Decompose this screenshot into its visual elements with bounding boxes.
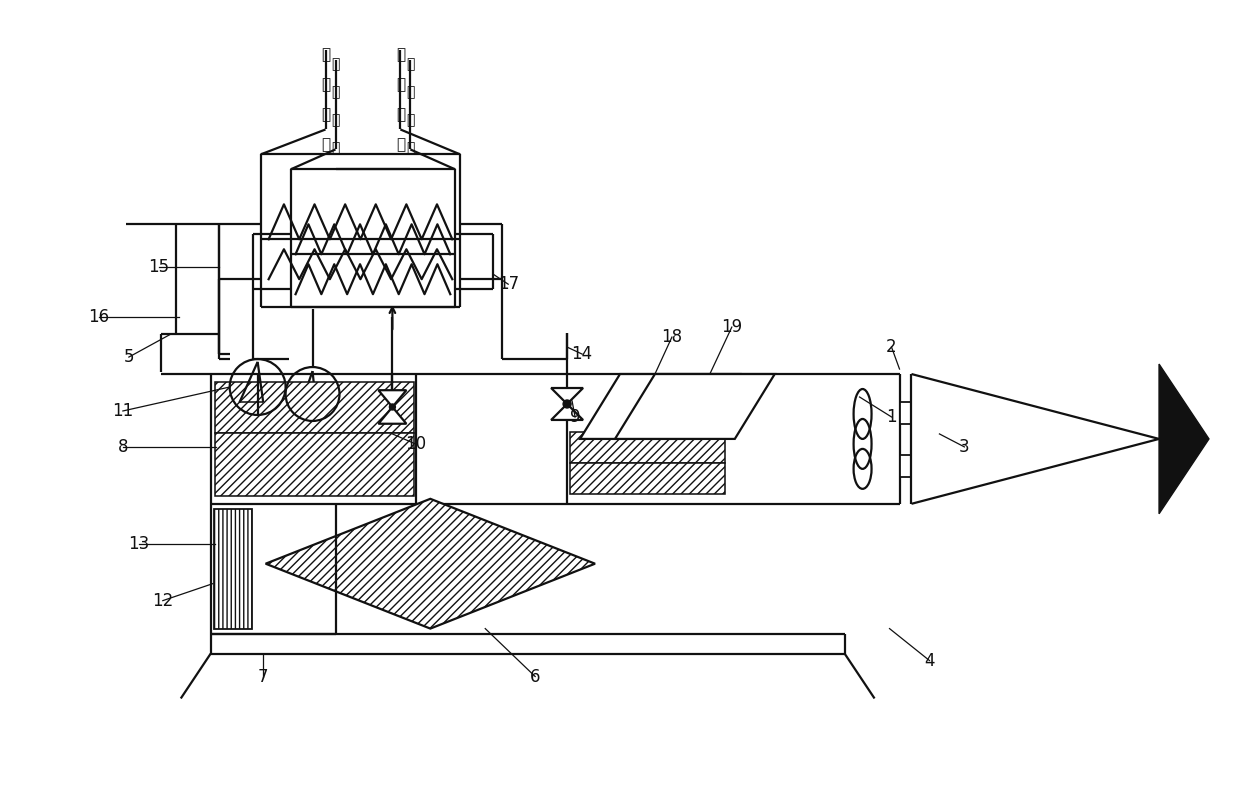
Text: 11: 11 — [113, 402, 134, 420]
Text: 8: 8 — [118, 438, 128, 456]
Text: 5: 5 — [124, 348, 134, 366]
Text: 15: 15 — [149, 258, 170, 276]
Bar — [899, 402, 911, 424]
Text: 9: 9 — [570, 408, 580, 426]
Text: 19: 19 — [722, 318, 743, 336]
Circle shape — [389, 404, 396, 410]
Text: 热: 热 — [407, 58, 414, 72]
Text: 13: 13 — [128, 535, 150, 553]
Polygon shape — [265, 499, 595, 629]
Bar — [215, 382, 414, 433]
Text: 16: 16 — [88, 308, 109, 326]
Text: 口: 口 — [396, 137, 405, 152]
Text: 12: 12 — [153, 592, 174, 610]
Text: 3: 3 — [959, 438, 970, 456]
Text: 水: 水 — [321, 77, 330, 92]
Text: 18: 18 — [661, 328, 682, 346]
Polygon shape — [551, 404, 583, 420]
Text: 口: 口 — [321, 137, 330, 152]
Text: 7: 7 — [258, 667, 268, 686]
Polygon shape — [378, 391, 407, 407]
Circle shape — [563, 400, 572, 408]
Polygon shape — [378, 407, 407, 424]
Text: 口: 口 — [407, 141, 414, 155]
Text: 水: 水 — [331, 85, 340, 99]
Bar — [213, 509, 252, 629]
Polygon shape — [615, 374, 775, 439]
Bar — [899, 455, 911, 477]
Text: 进: 进 — [321, 107, 330, 122]
Text: 水: 水 — [396, 77, 405, 92]
Text: 6: 6 — [529, 667, 541, 686]
Polygon shape — [1159, 364, 1209, 514]
Bar — [570, 432, 725, 462]
Text: 10: 10 — [404, 435, 425, 453]
Text: 出: 出 — [396, 107, 405, 122]
Text: 17: 17 — [497, 275, 518, 294]
Text: 口: 口 — [331, 141, 340, 155]
Text: 进: 进 — [331, 114, 340, 128]
Polygon shape — [580, 374, 740, 439]
Text: 冷: 冷 — [321, 47, 330, 62]
Text: 出: 出 — [407, 114, 414, 128]
Polygon shape — [551, 388, 583, 404]
Text: 1: 1 — [887, 408, 897, 426]
Text: 4: 4 — [924, 652, 935, 670]
Text: 水: 水 — [407, 85, 414, 99]
Text: 2: 2 — [887, 338, 897, 356]
Text: 热: 热 — [396, 47, 405, 62]
Bar — [570, 462, 725, 494]
Text: 冷: 冷 — [331, 58, 340, 72]
Text: 14: 14 — [572, 345, 593, 363]
Bar — [215, 433, 414, 495]
